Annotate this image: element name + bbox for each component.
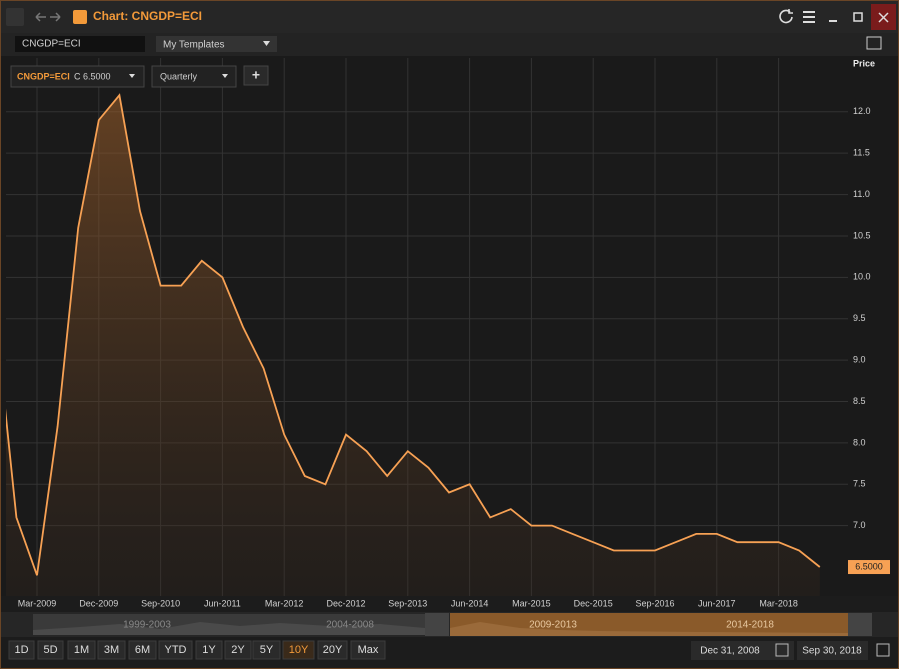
range-button-text: 1Y <box>202 644 216 656</box>
close-icon <box>878 12 889 23</box>
x-tick-label: Jun-2017 <box>698 598 736 608</box>
interval-dropdown[interactable] <box>151 65 237 88</box>
x-tick-label: Mar-2009 <box>18 598 57 608</box>
menu-icon[interactable] <box>803 11 815 23</box>
x-tick-label: Sep-2013 <box>388 598 427 608</box>
range-button-text: 5D <box>43 644 57 656</box>
y-tick-label: 7.0 <box>853 520 866 530</box>
range-button[interactable] <box>37 640 64 660</box>
y-tick-label: 8.0 <box>853 437 866 447</box>
range-button[interactable] <box>128 640 157 660</box>
navigator-handle[interactable] <box>848 613 872 636</box>
range-button[interactable] <box>8 640 35 660</box>
navigator-period: 2004-2008 <box>326 620 374 631</box>
range-button-text: 20Y <box>323 644 343 656</box>
x-tick-label: Sep-2016 <box>635 598 674 608</box>
series <box>6 93 821 596</box>
y-tick-label: 11.5 <box>853 148 870 158</box>
end-date-text: Sep 30, 2018 <box>802 646 862 657</box>
last-value-label: 6.5000 <box>855 561 883 571</box>
range-button-text: YTD <box>165 644 187 656</box>
ric-input-text: CNGDP=ECI <box>22 39 81 50</box>
calendar-icon[interactable] <box>876 643 890 657</box>
navigator-silhouette <box>450 622 848 636</box>
navigator-period: 1999-2003 <box>123 620 171 631</box>
nav-arrows[interactable] <box>35 12 61 22</box>
y-axis-title: Price <box>853 58 875 68</box>
range-button[interactable] <box>350 640 386 660</box>
start-date-text: Dec 31, 2008 <box>700 646 760 657</box>
maximize-button[interactable] <box>853 12 863 22</box>
add-button[interactable] <box>243 65 269 86</box>
dropdown-arrow <box>222 74 228 78</box>
x-tick-label: Jun-2014 <box>451 598 489 608</box>
navigator-handle[interactable] <box>425 613 449 636</box>
dropdown-arrow <box>129 74 135 78</box>
range-button-text: 1D <box>14 644 28 656</box>
x-tick-label: Dec-2009 <box>79 598 118 608</box>
print-icon[interactable] <box>866 36 882 50</box>
y-tick-label: 9.5 <box>853 313 866 323</box>
ric-input[interactable] <box>15 36 145 52</box>
y-tick-label: 8.5 <box>853 396 866 406</box>
window-title: Chart: CNGDP=ECI <box>93 9 202 23</box>
range-button[interactable] <box>195 640 223 660</box>
range-button-text: 2Y <box>231 644 245 656</box>
navigator-period: 2014-2018 <box>726 620 774 631</box>
series-line <box>6 93 821 576</box>
end-date[interactable] <box>797 641 868 660</box>
area-fill <box>6 95 820 596</box>
calendar-icon[interactable] <box>775 643 789 657</box>
range-button[interactable] <box>317 640 348 660</box>
y-tick-label: 10.0 <box>853 272 871 282</box>
x-tick-label: Dec-2012 <box>326 598 365 608</box>
x-tick-label: Jun-2011 <box>204 598 241 608</box>
range-button[interactable] <box>252 640 281 660</box>
y-tick-label: 11.0 <box>853 189 870 199</box>
y-tick-label: 9.0 <box>853 354 866 364</box>
x-tick-label: Mar-2012 <box>265 598 304 608</box>
range-button-text: Max <box>358 644 379 656</box>
range-button-text: 5Y <box>260 644 274 656</box>
y-tick-label: 7.5 <box>853 479 866 489</box>
range-button[interactable] <box>97 640 126 660</box>
legend-ric: CNGDP=ECI <box>17 71 70 81</box>
range-button-text: 10Y <box>289 644 309 656</box>
interval-text: Quarterly <box>160 71 198 81</box>
x-tick-label: Mar-2015 <box>512 598 551 608</box>
navigator-period: 2009-2013 <box>529 620 577 631</box>
range-button[interactable] <box>282 640 315 660</box>
start-date[interactable] <box>691 641 794 660</box>
dropdown-arrow <box>263 41 270 46</box>
range-button-text: 3M <box>104 644 119 656</box>
title-bar <box>1 1 898 33</box>
last-value-box <box>848 560 890 575</box>
legend-box[interactable] <box>10 65 145 88</box>
range-button[interactable] <box>158 640 193 660</box>
templates-text: My Templates <box>163 40 225 51</box>
y-tick-label: 10.5 <box>853 230 871 240</box>
refresh-icon[interactable] <box>779 9 793 24</box>
x-tick-label: Dec-2015 <box>574 598 613 608</box>
x-tick-label: Mar-2018 <box>759 598 798 608</box>
range-button-text: 6M <box>135 644 150 656</box>
range-button-text: 1M <box>74 644 89 656</box>
x-tick-label: Sep-2010 <box>141 598 180 608</box>
add-text: + <box>252 67 260 83</box>
legend-close: C 6.5000 <box>74 71 111 81</box>
navigator-silhouette <box>33 622 425 635</box>
range-button[interactable] <box>67 640 96 660</box>
app-icon <box>73 10 87 24</box>
y-tick-label: 12.0 <box>853 106 871 116</box>
range-button[interactable] <box>224 640 252 660</box>
link-icon[interactable] <box>6 8 24 26</box>
templates-dropdown[interactable] <box>156 36 277 52</box>
